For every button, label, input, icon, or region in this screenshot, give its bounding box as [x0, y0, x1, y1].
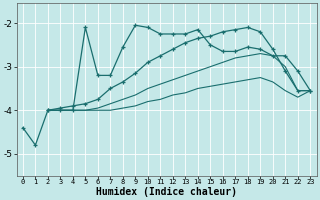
X-axis label: Humidex (Indice chaleur): Humidex (Indice chaleur) [96, 186, 237, 197]
